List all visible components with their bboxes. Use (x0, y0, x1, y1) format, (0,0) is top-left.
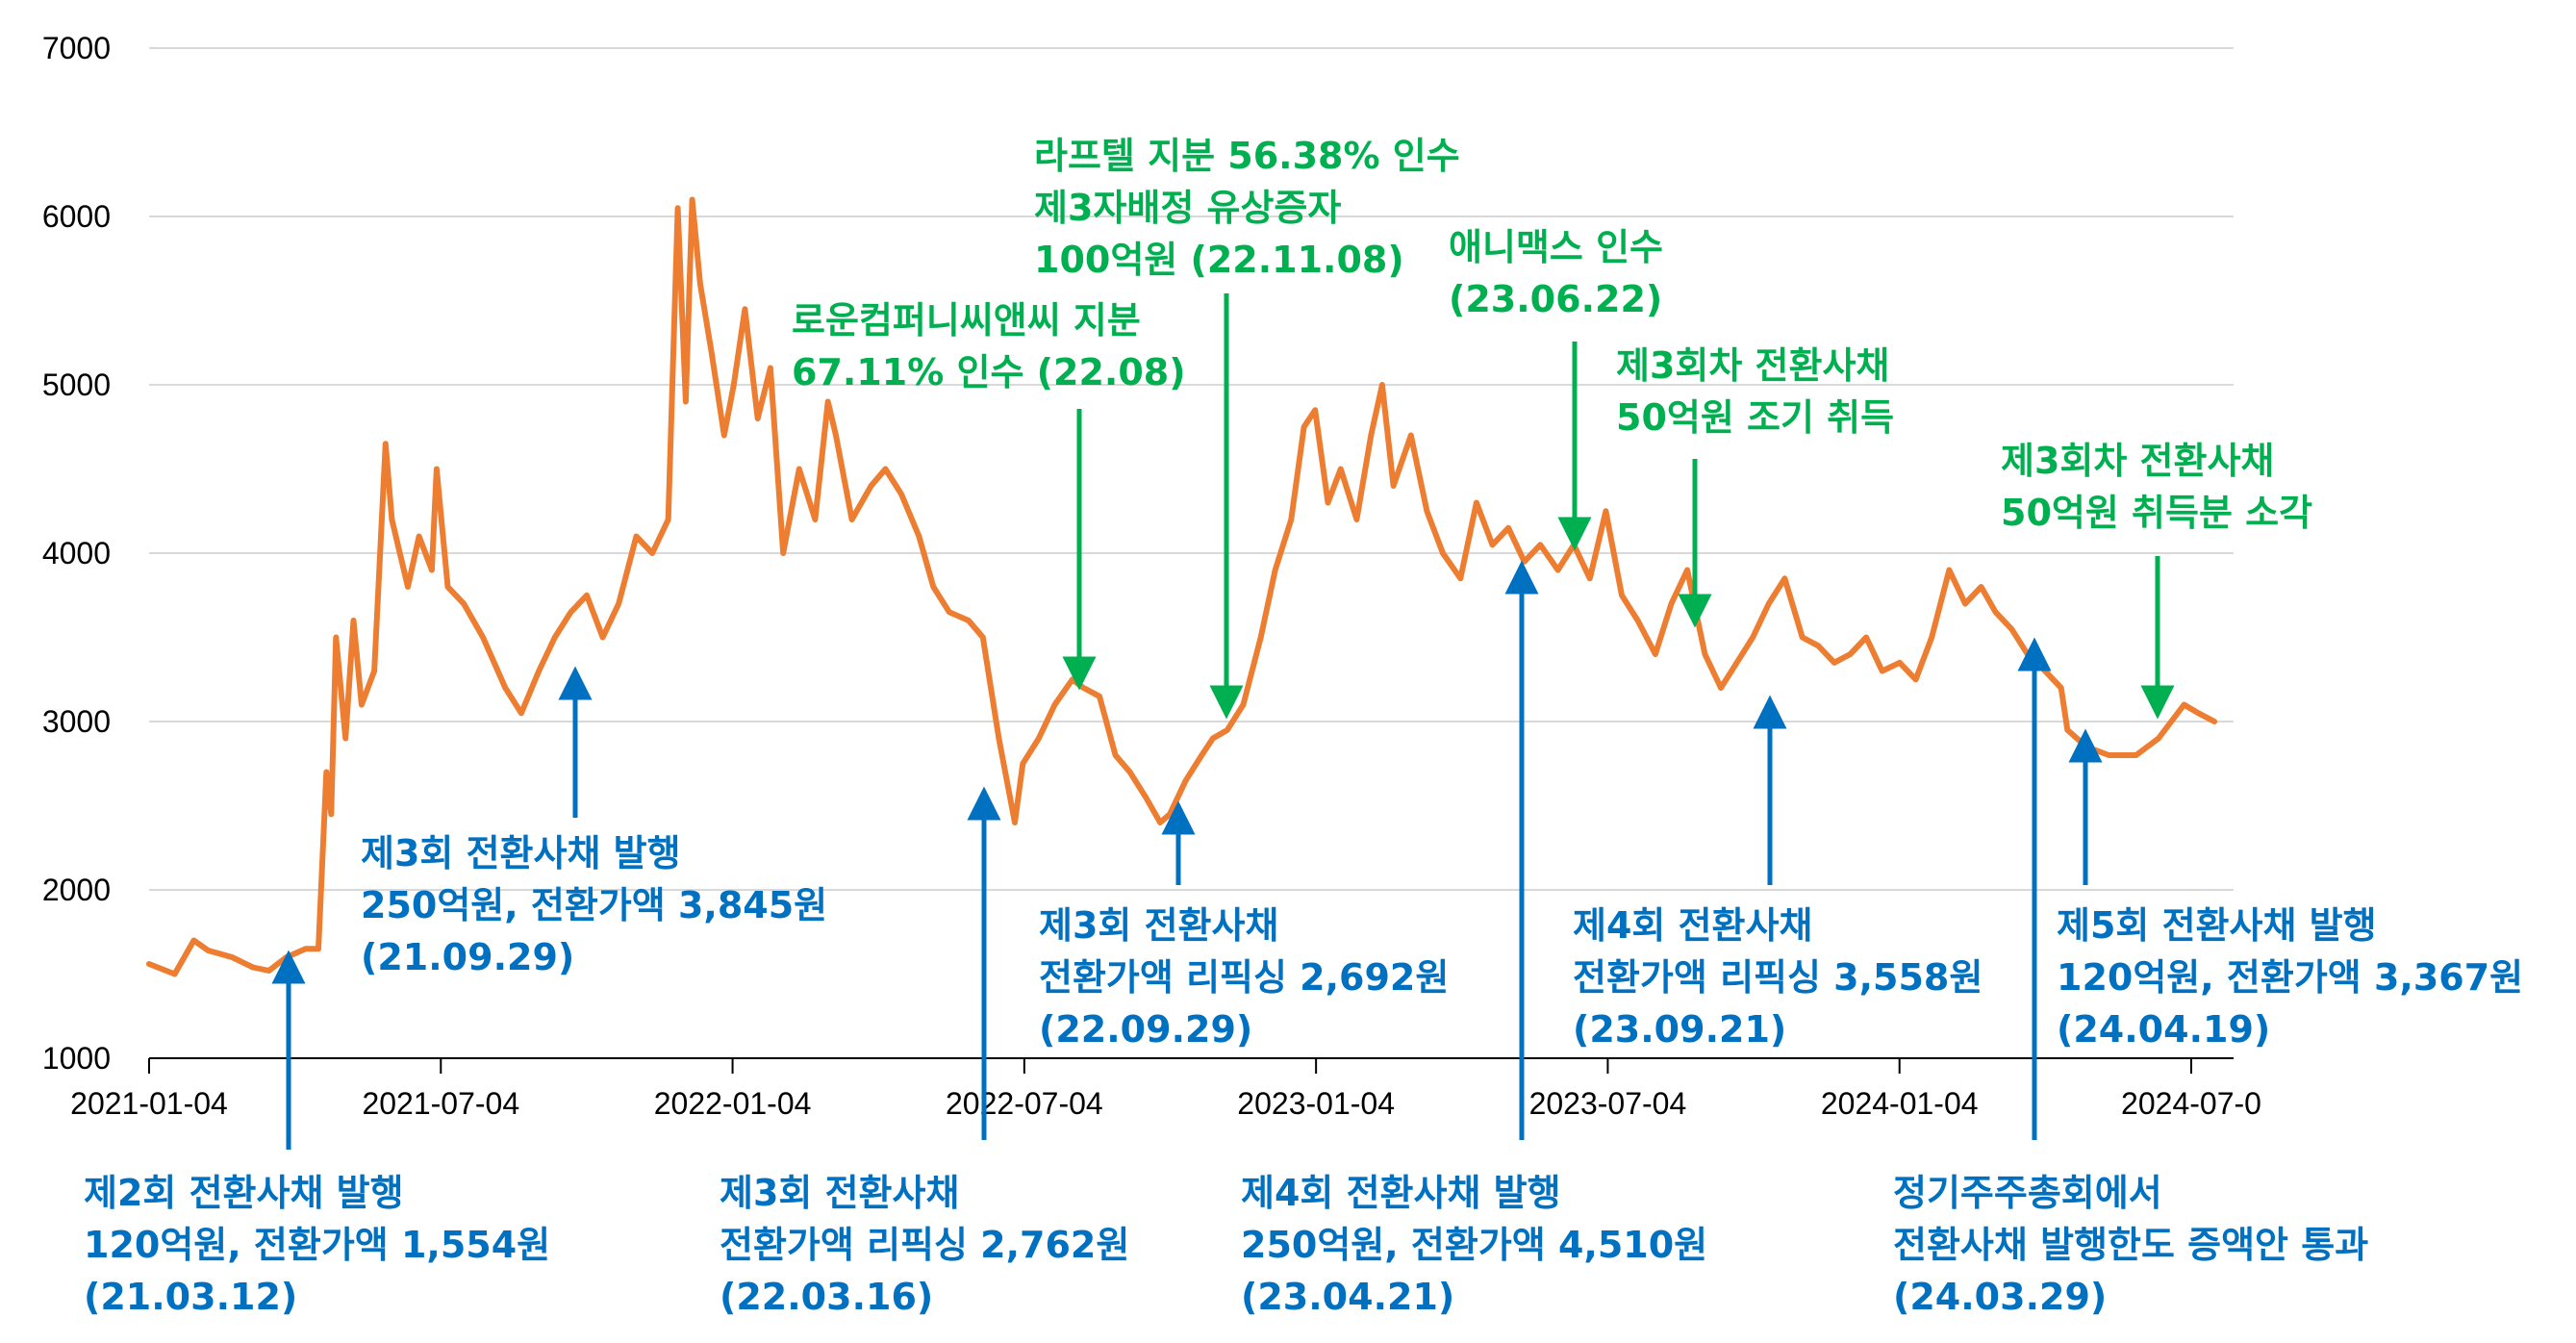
annotation-text: (24.03.29) (1893, 1276, 2107, 1318)
x-tick-label: 2023-07-04 (1529, 1086, 1687, 1121)
x-tick-label: 2021-01-04 (70, 1086, 228, 1121)
price-series (146, 196, 2218, 977)
annotation-text: 제3회차 전환사채 (2001, 440, 2274, 482)
x-tick-label: 2024-01-04 (1821, 1086, 1979, 1121)
annotation-text: 애니맥스 인수 (1449, 226, 1663, 268)
annotation-text: (23.06.22) (1449, 278, 1662, 320)
annotation-text: (21.09.29) (361, 936, 574, 978)
annotation-text: 제3자배정 유상증자 (1034, 187, 1341, 229)
annotation-text: 50억원 조기 취득 (1616, 396, 1894, 439)
y-tick-label: 1000 (42, 1041, 111, 1076)
annotations: 제2회 전환사채 발행 120억원, 전환가액 1,554원 (21.03.12) 제… (84, 135, 2523, 1318)
annotation-text: 120억원, 전환가액 3,367원 (2057, 956, 2523, 999)
y-tick-label: 4000 (42, 536, 111, 570)
annotation-text: (23.04.21) (1241, 1276, 1454, 1318)
annotation-text: 제4회 전환사채 발행 (1241, 1172, 1561, 1214)
x-tick-label: 2023-01-04 (1237, 1086, 1395, 1121)
annotation-text: 100억원 (22.11.08) (1034, 239, 1404, 281)
y-tick-label: 2000 (42, 873, 111, 907)
annotation-text: 250억원, 전환가액 4,510원 (1241, 1224, 1707, 1266)
annotation-text: 50억원 취득분 소각 (2001, 492, 2312, 534)
annotation-text: 로운컴퍼니씨앤씨 지분 (792, 299, 1141, 342)
y-tick-label: 5000 (42, 367, 111, 402)
annotation-text: 250억원, 전환가액 3,845원 (361, 884, 827, 926)
annotation-text: 제5회 전환사채 발행 (2057, 904, 2377, 947)
x-tick-label: 2022-01-04 (654, 1086, 812, 1121)
annotation-text: 120억원, 전환가액 1,554원 (84, 1224, 550, 1266)
y-tick-label: 3000 (42, 704, 111, 739)
annotation-text: 라프텔 지분 56.38% 인수 (1034, 135, 1460, 177)
annotation-text: 정기주주총회에서 (1893, 1172, 2162, 1214)
gridlines (149, 47, 2234, 891)
annotation-text: (21.03.12) (84, 1276, 297, 1318)
axes: 1000 2000 3000 4000 5000 6000 7000 2021-01-04 20… (42, 31, 2261, 1121)
y-tick-label: 6000 (42, 199, 111, 234)
annotation-text: (22.03.16) (720, 1276, 933, 1318)
annotation-text: 제3회 전환사채 발행 (361, 832, 681, 874)
y-tick-label: 7000 (42, 31, 111, 65)
x-tick-label: 2021-07-04 (362, 1086, 519, 1121)
annotation-text: 제4회 전환사채 (1573, 904, 1812, 947)
annotation-text: (22.09.29) (1039, 1008, 1252, 1051)
price-line (146, 196, 2218, 977)
x-tick-label: 2024-07-0 (2121, 1086, 2261, 1121)
annotation-text: (24.04.19) (2057, 1008, 2270, 1051)
annotation-text: 제3회 전환사채 (720, 1172, 959, 1214)
annotation-text: 전환가액 리픽싱 2,762원 (720, 1224, 1129, 1266)
annotation-text: 제3회차 전환사채 (1616, 344, 1889, 387)
x-tick-label: 2022-07-04 (946, 1086, 1103, 1121)
annotation-text: 67.11% 인수 (22.08) (792, 351, 1186, 393)
annotation-text: 전환사채 발행한도 증액안 통과 (1893, 1224, 2368, 1266)
annotation-text: (23.09.21) (1573, 1008, 1786, 1051)
annotation-text: 전환가액 리픽싱 2,692원 (1039, 956, 1449, 999)
annotation-text: 제2회 전환사채 발행 (84, 1172, 404, 1214)
annotation-text: 제3회 전환사채 (1039, 904, 1278, 947)
annotation-text: 전환가액 리픽싱 3,558원 (1573, 956, 1983, 999)
